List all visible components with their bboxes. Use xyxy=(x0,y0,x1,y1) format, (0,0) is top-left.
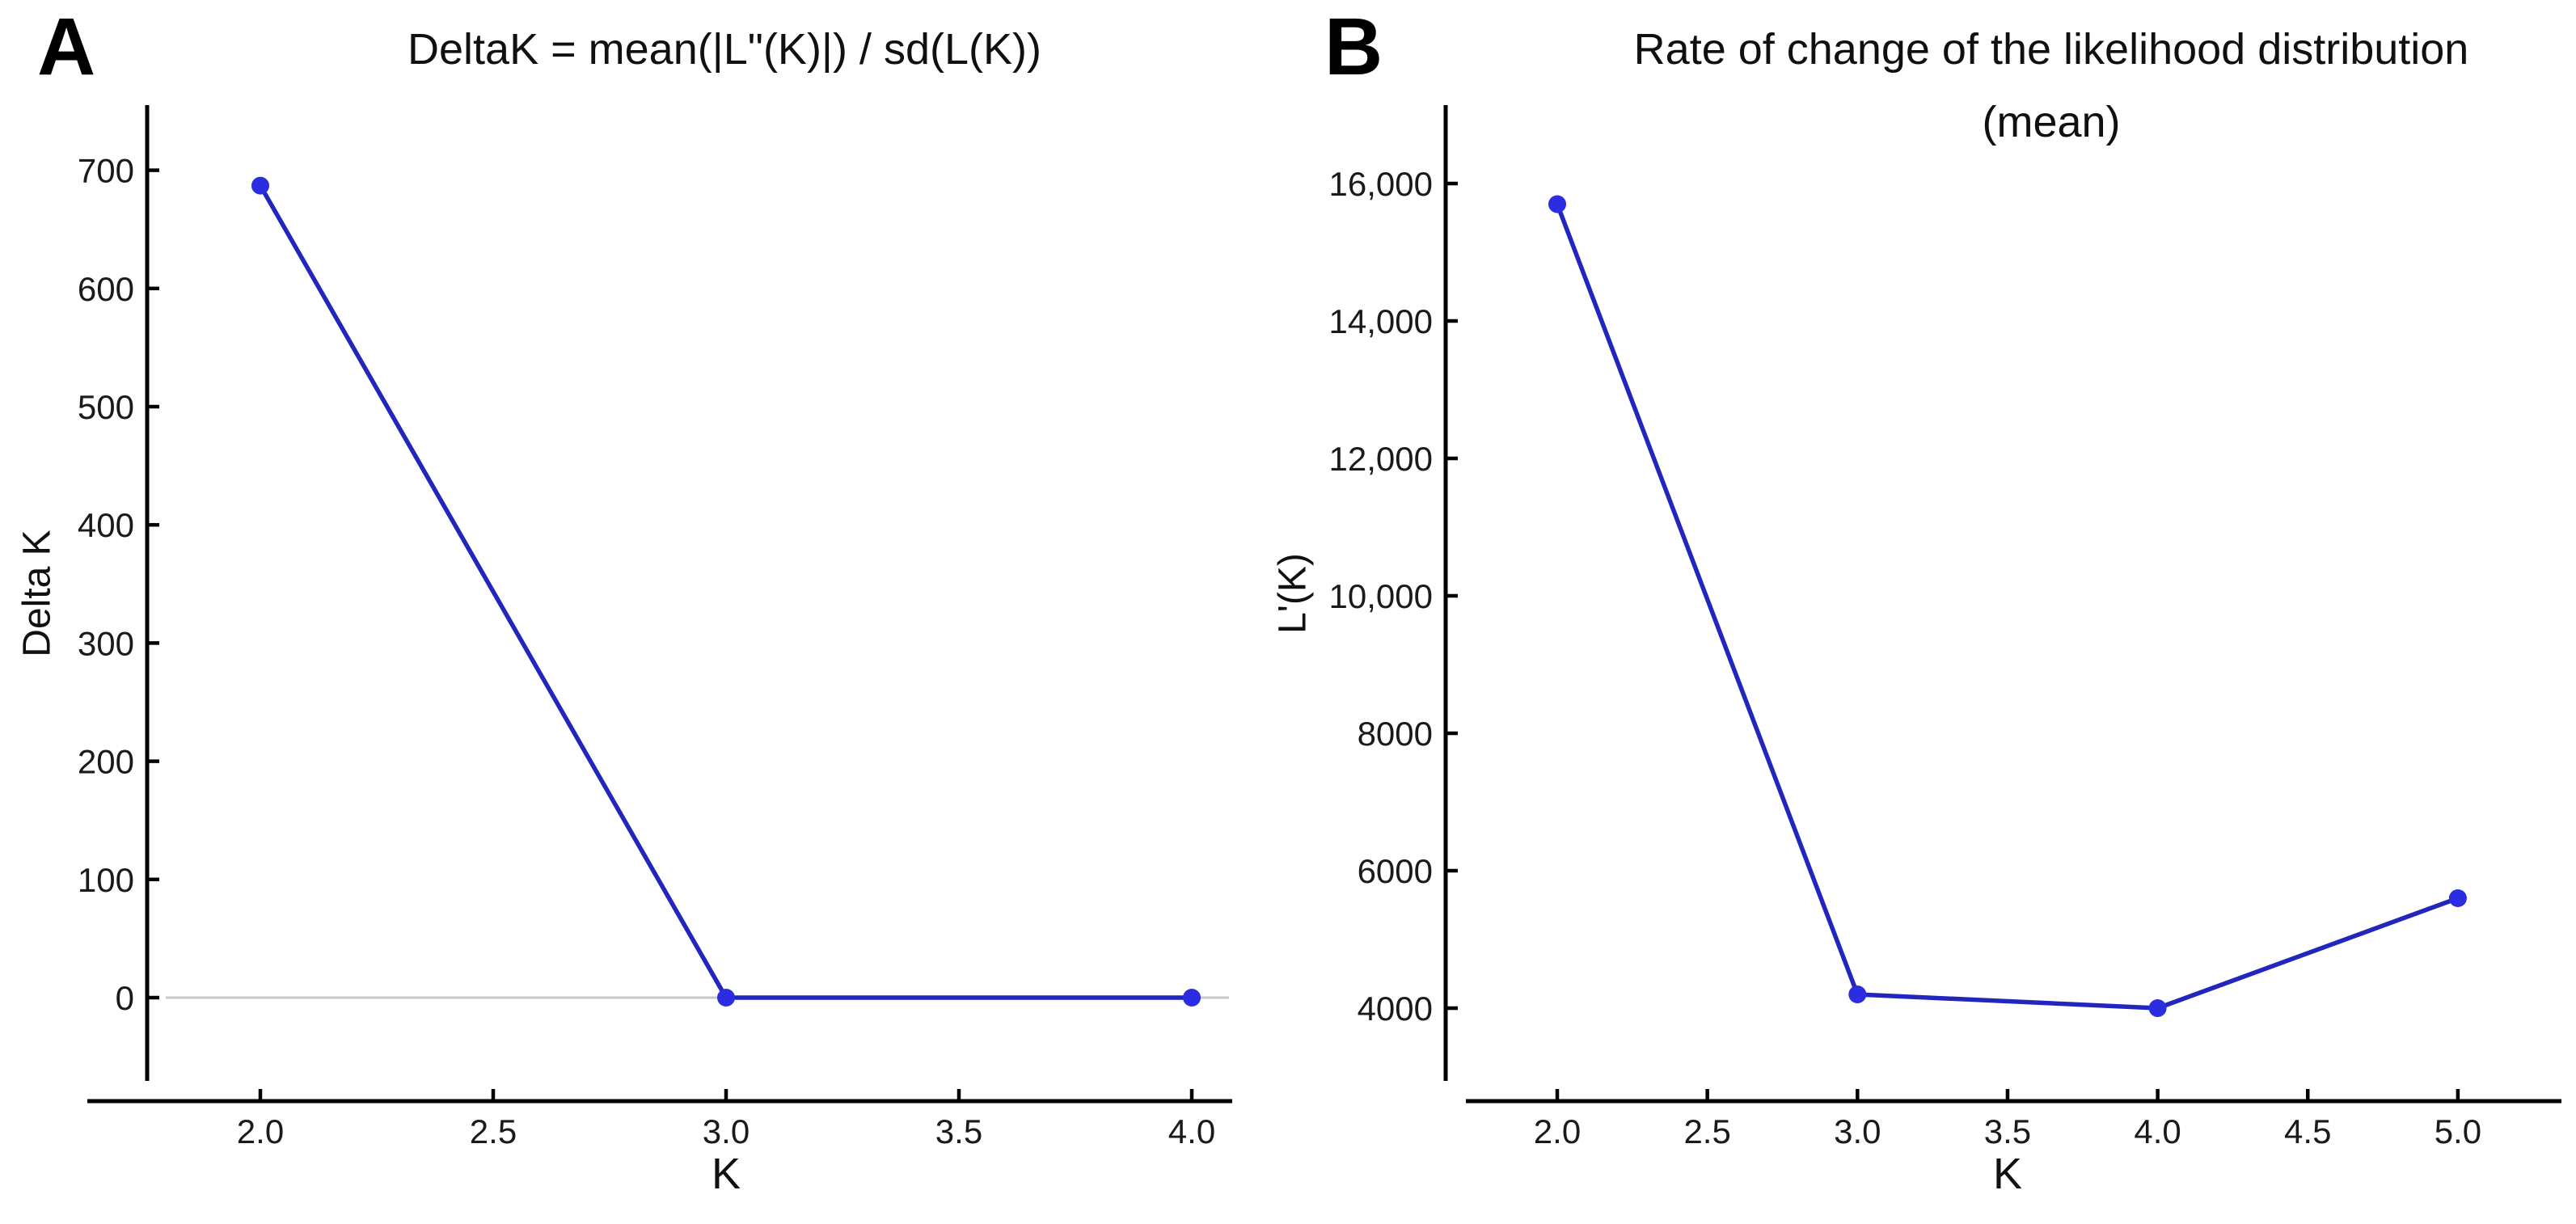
panel-b-x-tick-label: 5.0 xyxy=(2435,1112,2481,1150)
panel-a-y-tick-label: 600 xyxy=(78,270,134,308)
panel-a-letter: A xyxy=(37,2,95,92)
panel-b-data-line xyxy=(1555,201,2460,1011)
panel-b-x-tick-label: 2.5 xyxy=(1683,1112,1730,1150)
panel-a-y-tick-label: 400 xyxy=(78,506,134,544)
panel-a-data-point xyxy=(717,989,735,1007)
panel-b-x-tick-label: 3.0 xyxy=(1834,1112,1881,1150)
panel-a-y-tick-label: 300 xyxy=(78,624,134,662)
panel-b-data-point xyxy=(1548,195,1566,213)
panel-a-x-tick-label: 3.0 xyxy=(703,1112,750,1150)
panel-a-title: DeltaK = mean(|L"(K)|) / sd(L(K)) xyxy=(408,25,1041,74)
panel-a-x-tick-label: 2.0 xyxy=(237,1112,284,1150)
panel-a-x-tick-label: 3.5 xyxy=(935,1112,982,1150)
panel-a-x-tick-label: 4.0 xyxy=(1168,1112,1215,1150)
panel-a-y-tick-label: 500 xyxy=(78,388,134,426)
panel-b-y-axis-label: L'(K) xyxy=(1271,553,1315,634)
panel-b-data-point xyxy=(2148,999,2167,1017)
panel-b-letter: B xyxy=(1324,2,1383,92)
panel-b-x-tick-label: 4.5 xyxy=(2284,1112,2331,1150)
panel-b-y-tick-label: 6000 xyxy=(1358,852,1433,890)
panel-b-plot: 4000 6000 8000 10,000 12,000 14,000 16,000 2.0 2… xyxy=(1329,105,2561,1150)
panel-a-x-tick-label: 2.5 xyxy=(470,1112,517,1150)
panel-b-y-tick-label: 10,000 xyxy=(1329,577,1433,615)
panel-a-data-point xyxy=(1183,989,1201,1007)
panel-a-y-tick-label: 100 xyxy=(78,861,134,899)
panel-b-y-tick-label: 12,000 xyxy=(1329,440,1433,478)
panel-a-data-point xyxy=(251,176,269,195)
panel-b-y-tick-label: 14,000 xyxy=(1329,302,1433,340)
panel-b-title-line2: (mean) xyxy=(1982,98,2121,146)
panel-a-y-tick-label: 200 xyxy=(78,743,134,781)
panel-a-x-axis-label: K xyxy=(711,1150,741,1198)
panel-b-title-line1: Rate of change of the likelihood distrib… xyxy=(1633,25,2469,74)
panel-a-plot: 0 100 200 300 400 500 600 700 2.0 2.5 3.0 3.5 4.0 xyxy=(78,105,1232,1150)
panel-b-y-tick-label: 4000 xyxy=(1358,990,1433,1028)
panel-b-y-tick-label: 8000 xyxy=(1358,715,1433,753)
panel-b-y-tick-label: 16,000 xyxy=(1329,165,1433,203)
panel-b-x-axis-label: K xyxy=(1992,1150,2023,1198)
panel-b-x-tick-label: 3.5 xyxy=(1984,1112,2031,1150)
panel-a-data-line xyxy=(258,183,1194,1000)
panel-b-x-tick-label: 4.0 xyxy=(2134,1112,2181,1150)
panel-a-y-tick-label: 0 xyxy=(116,979,134,1017)
panel-b-data-point xyxy=(2448,889,2467,907)
panel-b-x-tick-label: 2.0 xyxy=(1534,1112,1581,1150)
panel-a-y-tick-label: 700 xyxy=(78,152,134,190)
panel-b-data-point xyxy=(1848,986,1867,1003)
panel-a-y-axis-label: Delta K xyxy=(15,530,59,657)
